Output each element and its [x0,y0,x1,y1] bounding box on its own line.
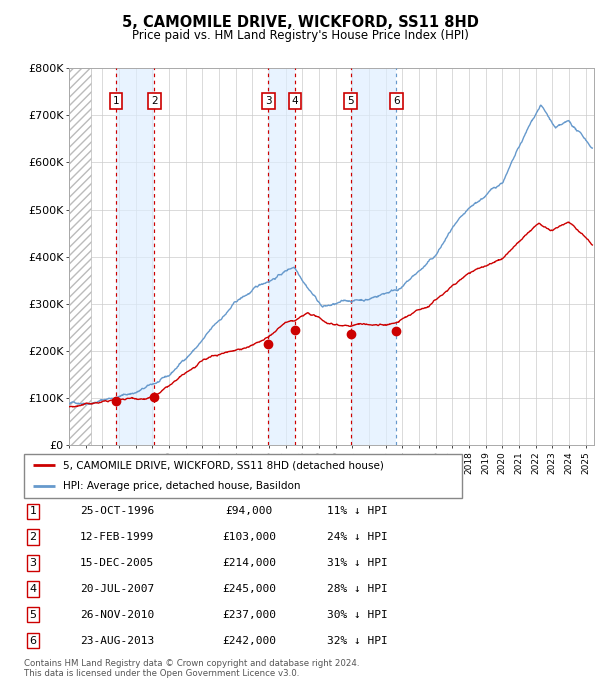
Text: Contains HM Land Registry data © Crown copyright and database right 2024.: Contains HM Land Registry data © Crown c… [24,659,359,668]
Text: £242,000: £242,000 [222,636,276,645]
Text: 26-NOV-2010: 26-NOV-2010 [80,610,154,619]
Text: HPI: Average price, detached house, Basildon: HPI: Average price, detached house, Basi… [64,481,301,491]
Text: 1: 1 [113,96,119,106]
Bar [350,68,397,445]
Text: 1: 1 [29,507,37,516]
Text: 25-OCT-1996: 25-OCT-1996 [80,507,154,516]
Text: 11% ↓ HPI: 11% ↓ HPI [326,507,388,516]
Text: 5: 5 [29,610,37,619]
Text: £237,000: £237,000 [222,610,276,619]
Text: 30% ↓ HPI: 30% ↓ HPI [326,610,388,619]
Text: 6: 6 [393,96,400,106]
Text: 4: 4 [292,96,298,106]
Text: 12-FEB-1999: 12-FEB-1999 [80,532,154,542]
Text: 31% ↓ HPI: 31% ↓ HPI [326,558,388,568]
Text: 5: 5 [347,96,354,106]
Text: 23-AUG-2013: 23-AUG-2013 [80,636,154,645]
Text: 24% ↓ HPI: 24% ↓ HPI [326,532,388,542]
Text: £245,000: £245,000 [222,584,276,594]
Text: 4: 4 [29,584,37,594]
Text: 15-DEC-2005: 15-DEC-2005 [80,558,154,568]
Text: Price paid vs. HM Land Registry's House Price Index (HPI): Price paid vs. HM Land Registry's House … [131,29,469,42]
Text: 2: 2 [151,96,158,106]
Text: £103,000: £103,000 [222,532,276,542]
Text: £214,000: £214,000 [222,558,276,568]
Text: 20-JUL-2007: 20-JUL-2007 [80,584,154,594]
Bar [116,68,154,445]
Text: 3: 3 [265,96,272,106]
Text: 6: 6 [29,636,37,645]
Text: 28% ↓ HPI: 28% ↓ HPI [326,584,388,594]
Text: 3: 3 [29,558,37,568]
Text: This data is licensed under the Open Government Licence v3.0.: This data is licensed under the Open Gov… [24,669,299,678]
Text: 5, CAMOMILE DRIVE, WICKFORD, SS11 8HD: 5, CAMOMILE DRIVE, WICKFORD, SS11 8HD [122,15,478,30]
Text: 32% ↓ HPI: 32% ↓ HPI [326,636,388,645]
Text: 5, CAMOMILE DRIVE, WICKFORD, SS11 8HD (detached house): 5, CAMOMILE DRIVE, WICKFORD, SS11 8HD (d… [64,460,384,471]
Bar [69,68,91,445]
Bar [268,68,295,445]
Text: £94,000: £94,000 [226,507,272,516]
Text: 2: 2 [29,532,37,542]
